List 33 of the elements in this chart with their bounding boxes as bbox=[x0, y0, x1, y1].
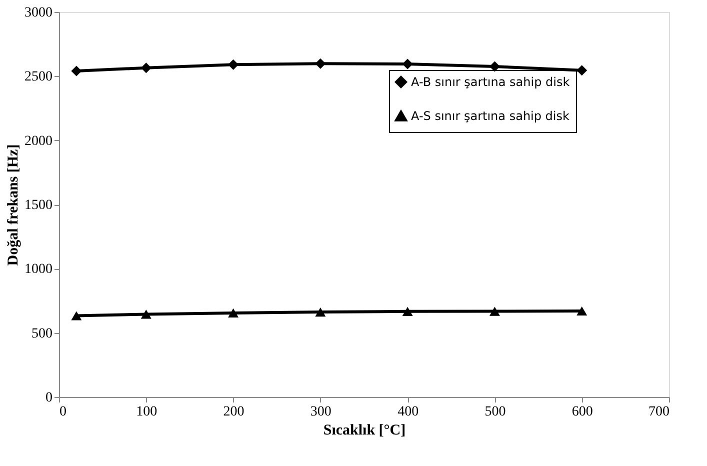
x-tick-label: 300 bbox=[310, 404, 332, 420]
point bbox=[228, 59, 239, 70]
x-tick-label: 0 bbox=[60, 404, 66, 420]
x-tick-label: 600 bbox=[572, 404, 593, 420]
legend-label: A-B sınır şartına sahip disk bbox=[411, 75, 570, 89]
y-tick-label: 0 bbox=[46, 390, 52, 406]
point bbox=[489, 61, 500, 72]
x-tick-label: 200 bbox=[223, 404, 244, 420]
y-tick-label: 2500 bbox=[24, 70, 52, 85]
point bbox=[71, 66, 82, 76]
point bbox=[315, 308, 326, 317]
point bbox=[71, 311, 82, 320]
point bbox=[228, 308, 239, 318]
y-tick-label: 1000 bbox=[24, 262, 52, 278]
x-tick-label: 700 bbox=[648, 404, 670, 420]
point bbox=[576, 306, 588, 316]
point bbox=[402, 58, 413, 70]
y-axis-title: Doğal frekans [Hz] bbox=[6, 144, 22, 266]
x-axis-title: Sıcaklık [°C] bbox=[323, 422, 406, 438]
x-tick-label: 500 bbox=[484, 404, 506, 420]
point bbox=[140, 62, 152, 74]
point bbox=[489, 306, 500, 316]
y-tick-label: 3000 bbox=[24, 6, 52, 20]
y-tick-label: 1500 bbox=[24, 198, 52, 213]
x-tick-label: 100 bbox=[136, 404, 158, 420]
legend-label: A-S sınır şartına sahip disk bbox=[411, 109, 570, 123]
point bbox=[402, 306, 413, 316]
point bbox=[315, 58, 326, 69]
point bbox=[140, 310, 152, 319]
point bbox=[576, 65, 588, 76]
x-tick-label: 400 bbox=[398, 404, 419, 420]
y-tick-label: 2000 bbox=[24, 134, 52, 149]
y-tick-label: 500 bbox=[32, 326, 52, 342]
